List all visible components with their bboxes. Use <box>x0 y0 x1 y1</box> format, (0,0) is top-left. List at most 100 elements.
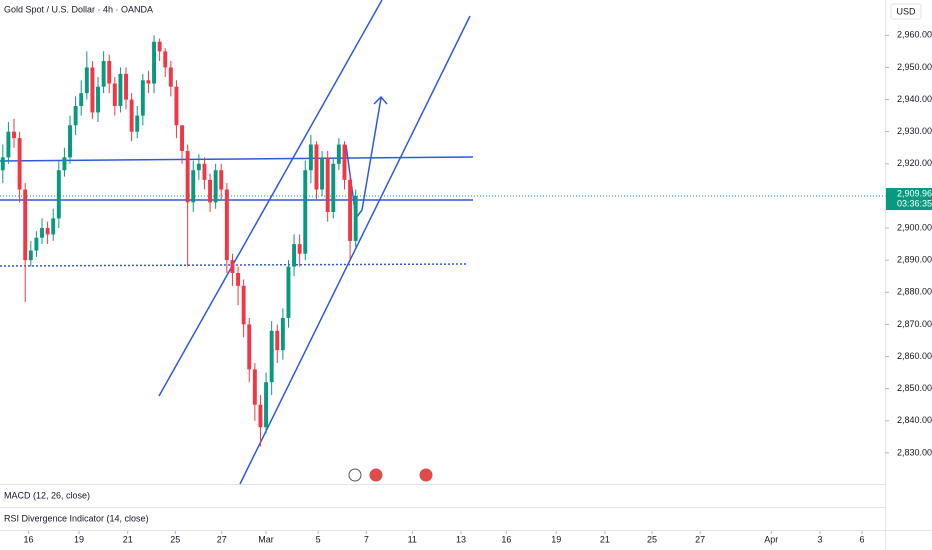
candle-body <box>118 73 123 106</box>
candle-body <box>247 324 252 370</box>
indicator-label: RSI Divergence Indicator (14, close) <box>4 513 149 523</box>
x-tick-label: 21 <box>600 534 610 544</box>
x-tick-label: 16 <box>24 534 34 544</box>
x-tick-label: Mar <box>258 534 274 544</box>
last-price-label: 2,909.965 <box>897 188 932 198</box>
x-tick-label: 19 <box>551 534 561 544</box>
candle-body <box>140 80 145 116</box>
y-tick-label: 2,890.000 <box>897 255 932 265</box>
candle-body <box>40 228 44 238</box>
candle-body <box>6 131 11 158</box>
x-tick-label: 3 <box>818 534 823 544</box>
x-tick-label: 19 <box>74 534 84 544</box>
candle-body <box>353 195 358 241</box>
y-tick-label: 2,880.000 <box>897 287 932 297</box>
candle-body <box>342 144 347 180</box>
candle-body <box>241 285 246 325</box>
y-tick-label: 2,900.000 <box>897 222 932 232</box>
candle-body <box>269 330 274 383</box>
candle-body <box>124 73 128 100</box>
candle-body <box>224 189 229 261</box>
x-tick-label: 25 <box>647 534 657 544</box>
candle-body <box>264 382 269 428</box>
candle-body <box>0 157 5 171</box>
x-tick-label: 16 <box>501 534 511 544</box>
candle-body <box>331 163 336 212</box>
candle-body <box>45 228 50 235</box>
candle-body <box>17 138 22 190</box>
candle-body <box>202 163 207 180</box>
candle-body <box>146 80 151 84</box>
x-tick-label: 27 <box>217 534 227 544</box>
candle-body <box>297 244 302 254</box>
candles <box>0 35 358 447</box>
y-tick-label: 2,940.000 <box>897 94 932 104</box>
candle-body <box>292 244 297 267</box>
event-icons <box>348 467 434 483</box>
candle-body <box>84 67 89 94</box>
y-tick-label: 2,830.000 <box>897 447 932 457</box>
currency-label: USD <box>896 6 916 16</box>
chart-title: Gold Spot / U.S. Dollar · 4h · OANDA <box>4 4 153 14</box>
candle-body <box>208 179 213 203</box>
event-icon[interactable] <box>418 467 434 483</box>
x-tick-label: 27 <box>695 534 705 544</box>
candle-body <box>168 67 173 87</box>
candle-body <box>336 144 341 164</box>
x-tick-label: 21 <box>123 534 133 544</box>
x-tick-label: Apr <box>764 534 778 544</box>
countdown-label: 03:36:35 <box>897 198 932 208</box>
candle-body <box>112 83 117 106</box>
y-tick-label: 2,850.000 <box>897 383 932 393</box>
y-tick-label: 2,930.000 <box>897 126 932 136</box>
y-tick-label: 2,920.000 <box>897 158 932 168</box>
candle-body <box>348 179 353 241</box>
candle-body <box>213 170 218 203</box>
x-tick-label: 6 <box>860 534 865 544</box>
candle-body <box>129 99 134 132</box>
candle-body <box>303 170 308 254</box>
candle-body <box>180 125 185 151</box>
y-tick-label: 2,840.000 <box>897 415 932 425</box>
candle-body <box>286 266 291 318</box>
candle-body <box>280 317 285 351</box>
y-tick-label: 2,960.000 <box>897 30 932 40</box>
event-icon[interactable] <box>368 467 384 483</box>
x-tick-label: 5 <box>316 534 321 544</box>
candle-body <box>320 157 325 190</box>
y-tick-label: 2,860.000 <box>897 351 932 361</box>
candle-body <box>152 41 156 84</box>
candle-body <box>308 144 313 171</box>
channel-line <box>158 0 383 397</box>
candle-body <box>96 86 100 113</box>
candle-body <box>314 144 319 190</box>
candle-body <box>12 131 16 139</box>
candle-body <box>23 189 28 261</box>
candle-body <box>135 115 140 132</box>
candle-body <box>174 86 179 126</box>
candle-body <box>230 260 235 274</box>
y-tick-label: 2,870.000 <box>897 319 932 329</box>
candle-body <box>90 67 95 113</box>
candle-body <box>101 61 106 87</box>
candle-body <box>252 369 257 405</box>
indicator-label: MACD (12, 26, close) <box>4 490 90 500</box>
candle-body <box>191 170 196 203</box>
drawings <box>0 0 474 485</box>
candle-body <box>56 170 61 219</box>
candle-body <box>325 157 330 212</box>
candle-body <box>157 41 162 52</box>
candle-body <box>258 404 263 428</box>
x-tick-label: 25 <box>170 534 180 544</box>
x-tick-label: 11 <box>408 534 417 544</box>
x-tick-label: 7 <box>364 534 369 544</box>
candle-body <box>107 61 112 84</box>
candle-body <box>62 157 67 171</box>
currency-button[interactable] <box>890 3 922 20</box>
candle-body <box>79 93 84 106</box>
event-icon[interactable] <box>348 468 362 482</box>
candle-body <box>196 163 201 171</box>
candle-body <box>236 273 241 286</box>
